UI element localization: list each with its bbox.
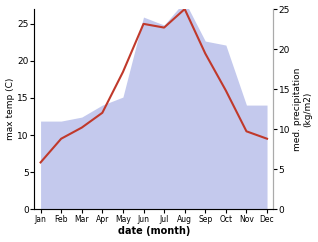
Y-axis label: max temp (C): max temp (C) bbox=[5, 78, 15, 140]
X-axis label: date (month): date (month) bbox=[118, 227, 190, 236]
Y-axis label: med. precipitation
(kg/m2): med. precipitation (kg/m2) bbox=[293, 67, 313, 151]
